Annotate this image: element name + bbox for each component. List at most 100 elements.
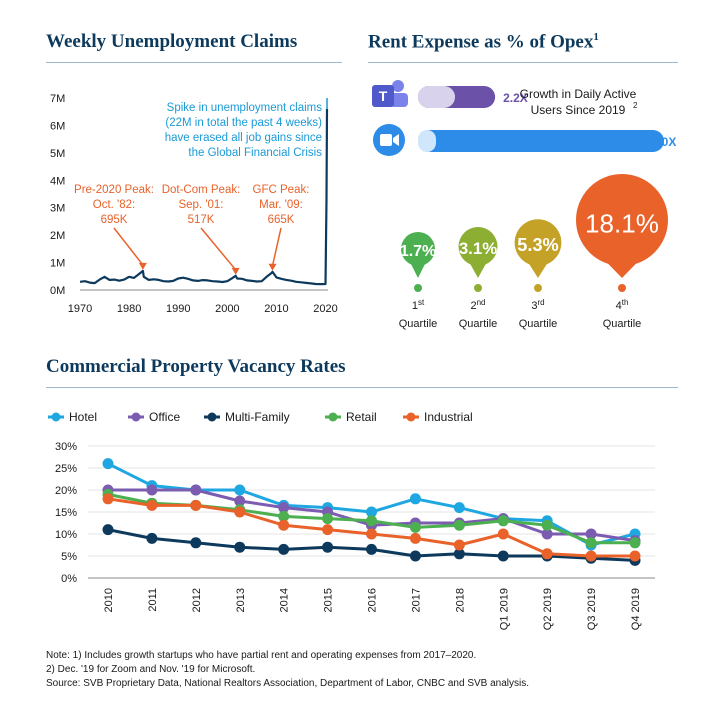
claims-y-tick: 0M bbox=[50, 285, 65, 297]
quartile-bubble-tail bbox=[469, 262, 487, 278]
vacancy-x-tick: 2018 bbox=[454, 588, 466, 612]
quartile-name: Quartile bbox=[459, 318, 498, 330]
claims-x-tick: 2000 bbox=[215, 303, 239, 315]
vacancy-point bbox=[190, 499, 202, 511]
zoom-value-label: 20X bbox=[655, 135, 676, 149]
zoom-bar-highlight bbox=[418, 130, 436, 152]
vacancy-point bbox=[585, 528, 597, 540]
rent-title-footnote: 1 bbox=[593, 31, 599, 43]
quartile-number: 1 bbox=[412, 300, 418, 312]
vacancy-point bbox=[322, 541, 334, 553]
teams-caption-line2: Users Since 2019 bbox=[531, 103, 626, 117]
vacancy-point bbox=[234, 484, 246, 496]
vacancy-point bbox=[541, 528, 553, 540]
vacancy-y-tick: 10% bbox=[55, 529, 77, 541]
vacancy-point bbox=[146, 484, 158, 496]
legend-label: Multi-Family bbox=[225, 410, 290, 424]
zoom-icon-lens bbox=[393, 134, 399, 146]
peak-annotation-text: Dot-Com Peak: bbox=[162, 184, 241, 196]
vacancy-point bbox=[234, 541, 246, 553]
vacancy-point bbox=[453, 502, 465, 514]
footnote-2: 2) Dec. '19 for Zoom and Nov. '19 for Mi… bbox=[46, 664, 256, 675]
vacancy-point bbox=[102, 458, 114, 470]
quartile-ordinal: 2nd bbox=[470, 298, 485, 312]
peak-annotation-text: Oct. '82: bbox=[93, 199, 135, 211]
quartile-value-label: 18.1% bbox=[585, 208, 659, 238]
spike-annotation-text: Spike in unemployment claims bbox=[167, 102, 323, 114]
claims-y-tick: 3M bbox=[50, 203, 65, 215]
vacancy-y-tick: 15% bbox=[55, 507, 77, 519]
claims-series-line bbox=[79, 108, 329, 286]
quartile-bubble bbox=[576, 174, 668, 266]
zoom-bar bbox=[418, 130, 664, 152]
vacancy-point bbox=[278, 510, 290, 522]
peak-annotation-line bbox=[271, 227, 282, 266]
vacancy-point bbox=[278, 543, 290, 555]
vacancy-x-tick: Q4 2019 bbox=[630, 588, 642, 630]
quartile-value-label: 1.7% bbox=[400, 243, 436, 260]
claims-y-tick: 2M bbox=[50, 230, 65, 242]
vacancy-point bbox=[190, 484, 202, 496]
vacancy-point bbox=[409, 521, 421, 533]
quartile-suffix: th bbox=[622, 298, 629, 307]
vacancy-y-tick: 25% bbox=[55, 463, 77, 475]
claims-title: Weekly Unemployment Claims bbox=[46, 31, 298, 52]
quartile-number: 3 bbox=[531, 300, 537, 312]
vacancy-title-rule bbox=[46, 387, 678, 388]
quartile-bubble-tail bbox=[527, 261, 549, 278]
claims-x-tick: 1970 bbox=[68, 303, 92, 315]
legend-swatch-dot bbox=[207, 412, 217, 422]
vacancy-point bbox=[366, 528, 377, 540]
vacancy-point bbox=[453, 539, 465, 551]
claims-y-tick: 1M bbox=[50, 258, 65, 270]
vacancy-point bbox=[629, 537, 641, 549]
vacancy-y-tick: 20% bbox=[55, 485, 77, 497]
peak-annotation-text: Mar. '09: bbox=[259, 199, 303, 211]
legend-swatch-dot bbox=[131, 412, 141, 422]
vacancy-x-tick: 2017 bbox=[410, 588, 422, 612]
quartile-bubble bbox=[458, 227, 498, 266]
vacancy-x-tick: Q3 2019 bbox=[586, 588, 598, 630]
vacancy-point bbox=[497, 550, 509, 562]
vacancy-point bbox=[366, 543, 377, 555]
claims-x-tick: 1980 bbox=[117, 303, 141, 315]
quartile-ordinal: 4th bbox=[616, 298, 629, 312]
vacancy-point bbox=[585, 537, 597, 549]
vacancy-point bbox=[146, 532, 158, 544]
quartile-name: Quartile bbox=[603, 318, 642, 330]
vacancy-point bbox=[585, 550, 597, 562]
teams-icon-letter: T bbox=[379, 88, 388, 104]
footnote-1: Note: 1) Includes growth startups who ha… bbox=[46, 650, 477, 661]
quartile-dot bbox=[414, 284, 422, 292]
vacancy-point bbox=[102, 493, 114, 505]
legend-label: Industrial bbox=[424, 410, 473, 424]
peak-annotation-text: 695K bbox=[101, 214, 128, 226]
teams-icon-head bbox=[392, 80, 404, 92]
peak-annotation-text: 665K bbox=[268, 214, 295, 226]
vacancy-point bbox=[366, 515, 377, 527]
quartile-suffix: st bbox=[418, 298, 425, 307]
vacancy-point bbox=[278, 502, 290, 514]
claims-title-rule bbox=[46, 62, 342, 63]
vacancy-point bbox=[409, 550, 421, 562]
teams-icon: T bbox=[372, 80, 408, 107]
vacancy-point bbox=[190, 537, 202, 549]
vacancy-y-tick: 0% bbox=[61, 573, 77, 585]
claims-x-tick: 1990 bbox=[166, 303, 190, 315]
vacancy-point bbox=[497, 515, 509, 527]
legend-label: Retail bbox=[346, 410, 377, 424]
zoom-icon bbox=[373, 124, 405, 156]
legend-swatch-dot bbox=[328, 412, 338, 422]
peak-annotation-text: Sep. '01: bbox=[178, 199, 223, 211]
quartile-ordinal: 3rd bbox=[531, 298, 544, 312]
vacancy-x-tick: Q1 2019 bbox=[498, 588, 510, 630]
vacancy-x-tick: Q2 2019 bbox=[542, 588, 554, 630]
teams-caption: Growth in Daily Active bbox=[520, 87, 637, 101]
peak-annotation-text: Pre-2020 Peak: bbox=[74, 184, 154, 196]
vacancy-point bbox=[234, 495, 246, 507]
vacancy-y-tick: 30% bbox=[55, 441, 77, 453]
teams-caption-footnote: 2 bbox=[633, 101, 638, 110]
peak-annotation-arrow bbox=[138, 262, 147, 270]
